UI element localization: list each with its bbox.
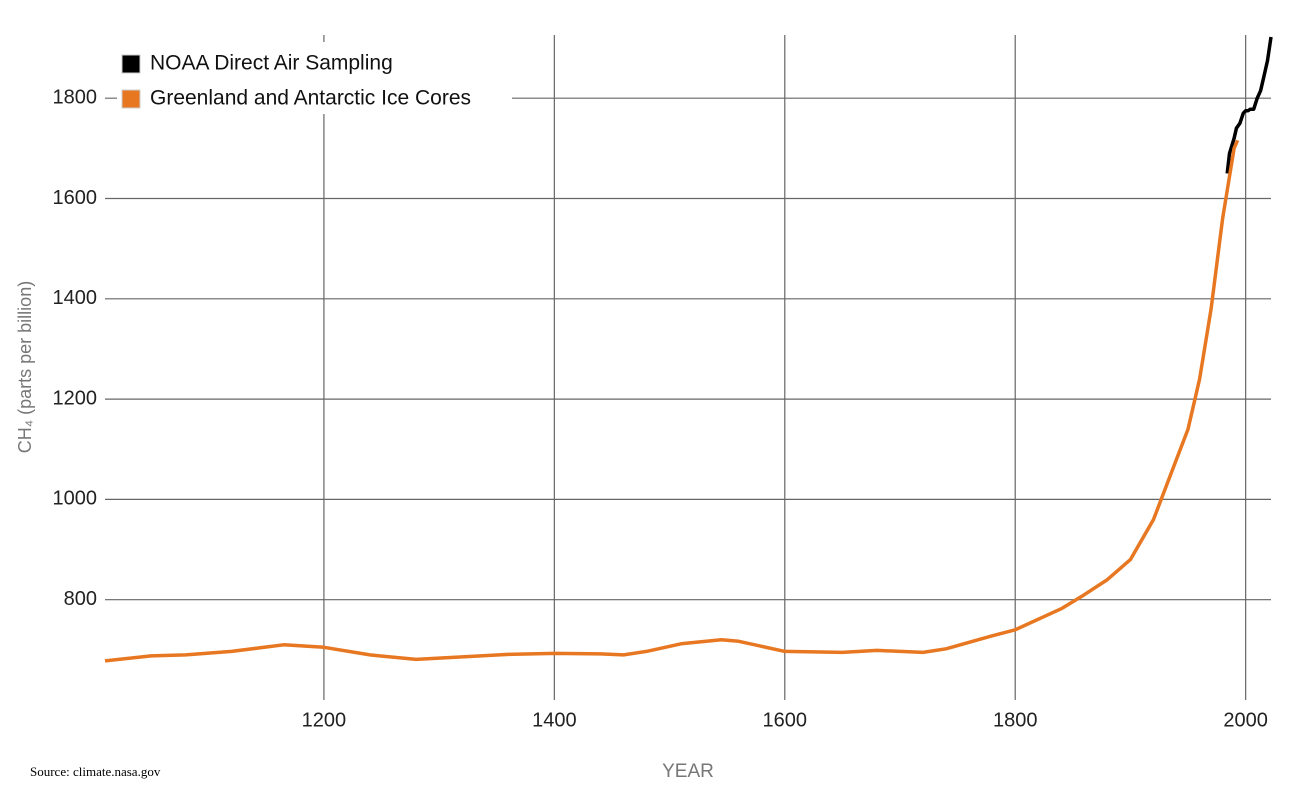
legend-label: NOAA Direct Air Sampling (150, 52, 393, 75)
x-tick-label: 2000 (1223, 709, 1268, 731)
x-tick-label: 1200 (302, 709, 347, 731)
data-line (1225, 36, 1273, 174)
y-axis-label: CH₄ (parts per billion) (15, 281, 35, 453)
source-note: Source: climate.nasa.gov (30, 764, 161, 779)
x-axis-label: YEAR (662, 761, 714, 782)
y-tick-label: 1200 (53, 387, 98, 409)
y-tick-label: 800 (64, 588, 97, 610)
y-tick-label: 1600 (53, 187, 98, 209)
y-tick-label: 1400 (53, 287, 98, 309)
x-tick-label: 1600 (763, 709, 808, 731)
data-line (104, 139, 1240, 663)
y-tick-label: 1800 (53, 86, 98, 108)
x-tick-label: 1800 (993, 709, 1038, 731)
legend-swatch (121, 54, 141, 74)
x-tick-label: 1400 (532, 709, 577, 731)
legend-swatch (121, 89, 141, 109)
y-tick-label: 1000 (53, 488, 98, 510)
legend-label: Greenland and Antarctic Ice Cores (150, 87, 471, 110)
legend: NOAA Direct Air Sampling Greenland and An… (117, 42, 512, 114)
legend-box (117, 42, 512, 114)
